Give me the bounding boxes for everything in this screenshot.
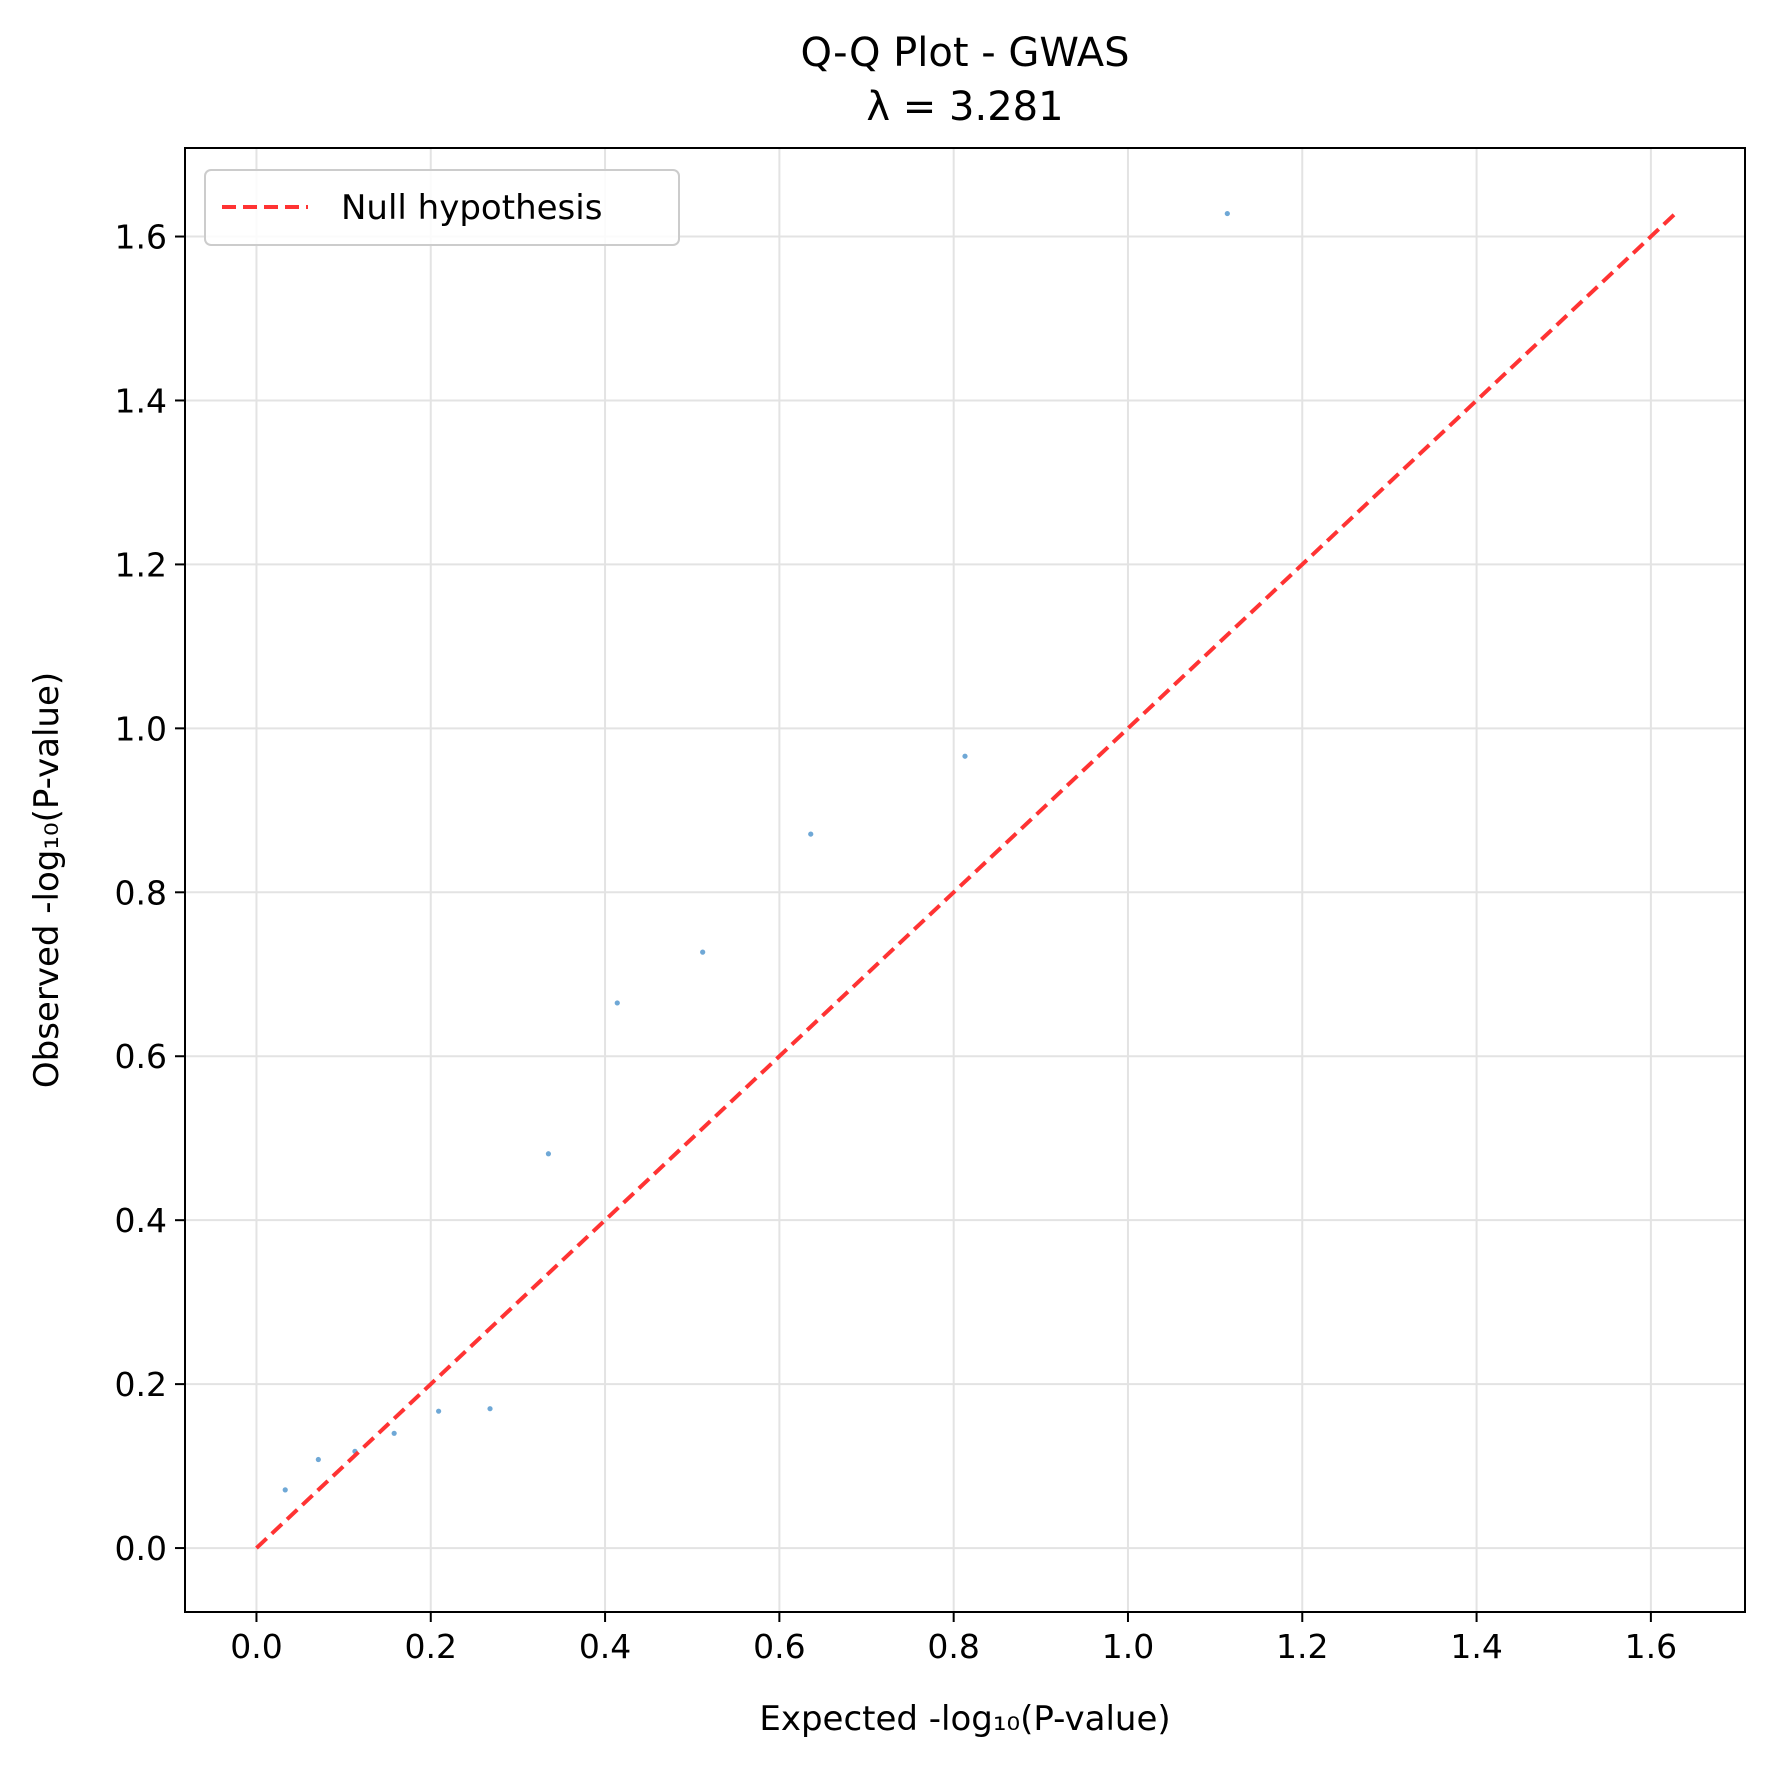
- qq-point: [700, 949, 706, 955]
- qq-point: [315, 1456, 321, 1463]
- y-tick-label: 0.6: [115, 1037, 167, 1076]
- y-tick-label: 0.4: [115, 1201, 167, 1240]
- legend-box: [204, 169, 680, 246]
- plot-layer: [255, 210, 1677, 1550]
- qq-point: [962, 753, 968, 759]
- y-tick-label: 0.2: [115, 1365, 167, 1404]
- qq-point: [1224, 210, 1230, 217]
- x-tick-label: 0.8: [927, 1627, 979, 1666]
- y-axis-label: Observed -log₁₀(P-value): [27, 672, 67, 1088]
- null-hypothesis-line: [255, 212, 1677, 1550]
- qq-point: [391, 1430, 397, 1436]
- x-tick-label: 0.2: [405, 1627, 457, 1666]
- qq-point: [808, 831, 814, 837]
- x-tick-label: 0.6: [753, 1627, 805, 1666]
- y-tick-label: 1.4: [115, 381, 167, 420]
- qq-point: [614, 1000, 620, 1006]
- legend: Null hypothesis: [204, 169, 680, 246]
- plot-frame: [184, 147, 1746, 1613]
- qq-point: [282, 1487, 288, 1493]
- ticks-layer: 0.0 0.2 0.4 0.6 0.8 1.0 1.2 1.4 1.6 0.0 0.2 0.4 0.6 0…: [115, 218, 1678, 1666]
- x-tick-label: 1.6: [1625, 1627, 1677, 1666]
- y-tick-label: 1.2: [115, 545, 167, 584]
- x-tick-label: 0.4: [579, 1627, 631, 1666]
- qq-point: [436, 1408, 442, 1414]
- y-tick-label: 0.8: [115, 873, 167, 912]
- x-axis-label: Expected -log₁₀(P-value): [759, 1699, 1170, 1739]
- y-tick-label: 0.0: [115, 1529, 167, 1568]
- qq-point: [545, 1151, 552, 1157]
- x-tick-label: 1.2: [1276, 1627, 1328, 1666]
- legend-null-hypothesis-label: Null hypothesis: [341, 188, 602, 228]
- x-tick-label: 0.0: [230, 1627, 282, 1666]
- qq-point: [487, 1406, 493, 1412]
- x-tick-label: 1.0: [1102, 1627, 1154, 1666]
- y-tick-label: 1.6: [115, 218, 167, 257]
- y-tick-label: 1.0: [115, 709, 167, 748]
- chart-subtitle: λ = 3.281: [866, 84, 1063, 130]
- grid-layer: [185, 148, 1745, 1612]
- chart-title: Q-Q Plot - GWAS: [800, 30, 1129, 76]
- x-tick-label: 1.4: [1450, 1627, 1502, 1666]
